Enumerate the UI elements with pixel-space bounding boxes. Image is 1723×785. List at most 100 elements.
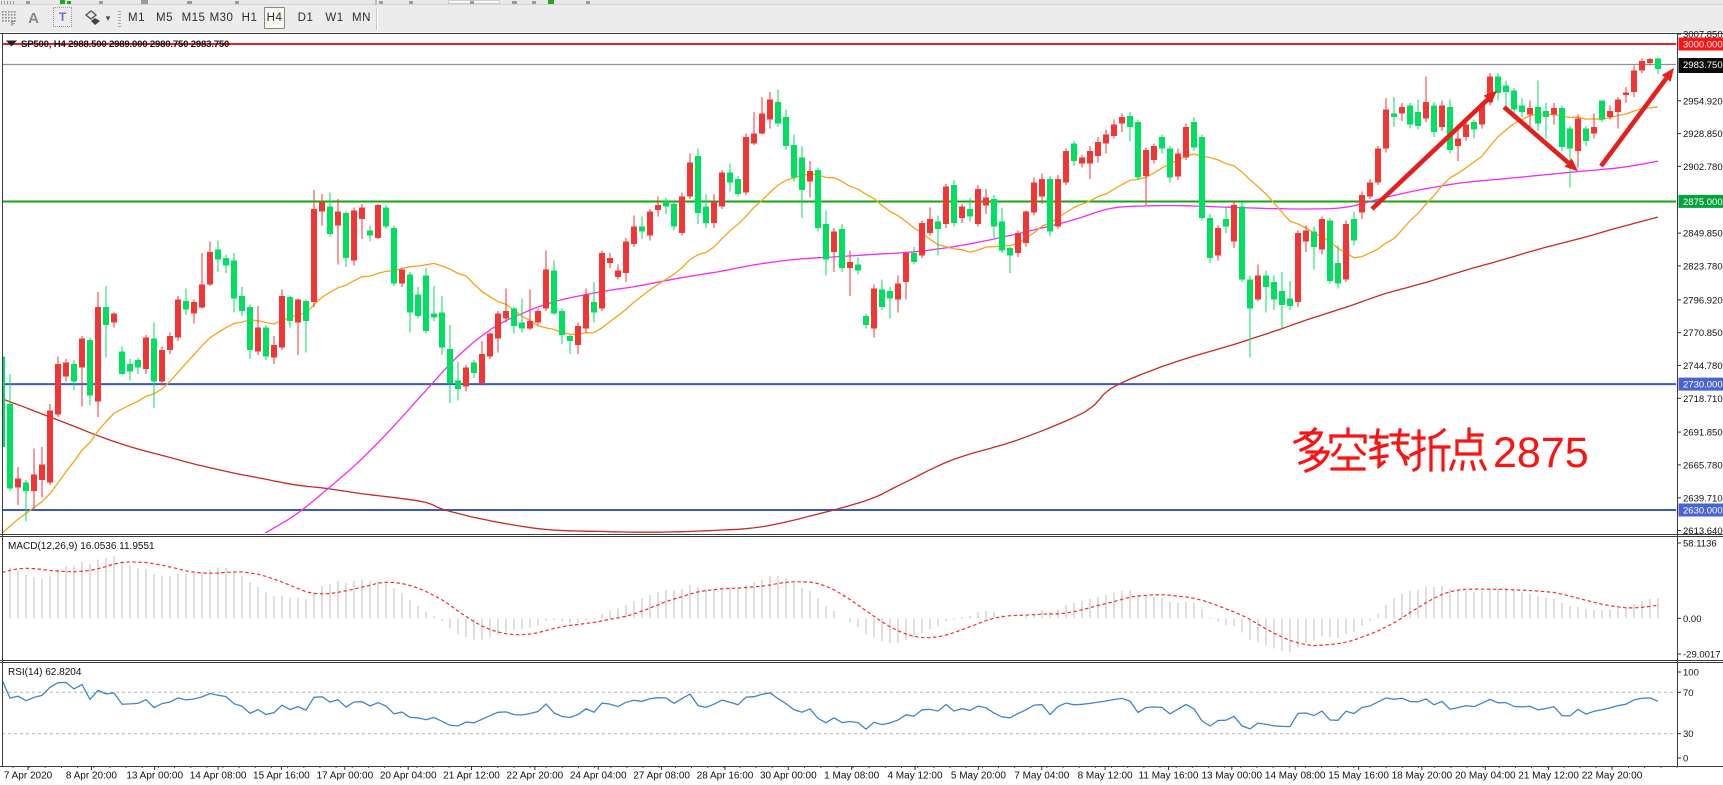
cjk-glyph-1-path [1309, 453, 1322, 465]
trend-arrow-2[interactable] [1502, 105, 1578, 172]
trend-arrow-2-line[interactable] [1502, 105, 1570, 165]
grid-period-icon-svg-g-rect[interactable] [14, 14, 16, 16]
time-axis[interactable]: 7 Apr 2020 8 Apr 20:00 13 Apr 00:00 14 Apr … [4, 766, 1678, 782]
panel-labels: SP500, H4 2988.500 2989.000 2980.750 298… [6, 39, 229, 678]
toolbar-top-sliver-div [470, 1, 474, 4]
panel-borders [0, 33, 1723, 767]
price-tick-label: 2770.850 [1683, 328, 1723, 339]
timeframe-button-M1[interactable]: M1 [128, 12, 145, 24]
chevron-down-icon[interactable]: ▾ [105, 12, 111, 23]
grid-f-letter[interactable]: F [11, 21, 15, 27]
text-label-icon[interactable]: A [28, 9, 39, 27]
timeframe-button-M15[interactable]: M15 [181, 12, 206, 24]
timeframe-button-W1[interactable]: W1 [325, 12, 344, 24]
price-tick-label: 2902.780 [1683, 162, 1723, 173]
timeframe-button-M30[interactable]: M30 [209, 12, 234, 24]
price-badge-2730.000: 2730.000 [1678, 377, 1723, 391]
macd-panel [2, 536, 1677, 660]
grid-period-icon-svg-g-rect[interactable] [11, 17, 13, 19]
cjk-glyph-3-path [1369, 454, 1389, 460]
grid-period-icon-svg-g-rect[interactable] [11, 20, 13, 22]
time-axis-label: 5 May 20:00 [951, 771, 1006, 782]
grid-period-icon-svg-g-rect[interactable] [5, 11, 7, 13]
cjk-glyph-5-path [1478, 458, 1488, 472]
grid-period-icon-svg-g-rect[interactable] [11, 14, 13, 16]
rsi-scale-label: 30 [1683, 729, 1694, 740]
grid-period-icon-svg-g-rect[interactable] [8, 20, 10, 22]
annotation-text[interactable]: 2875 [1292, 426, 1589, 477]
grid-period-icon-svg-g-rect[interactable] [5, 14, 7, 16]
trend-arrow-2-path[interactable] [1564, 158, 1578, 172]
grid-period-icon-svg-g-rect[interactable] [11, 11, 13, 13]
toolbar-drag-handle[interactable] [118, 11, 121, 27]
price-tick-label: 2928.850 [1683, 129, 1723, 140]
quote-line: SP500, H4 2988.500 2989.000 2980.750 298… [21, 39, 229, 50]
time-axis-label: 22 Apr 20:00 [507, 771, 564, 782]
shapes-icon[interactable] [84, 7, 102, 29]
grid-period-icon-svg-g-rect[interactable] [14, 20, 16, 22]
cjk-glyph-3-path [1374, 428, 1380, 445]
time-axis-label: 13 May 00:00 [1201, 771, 1262, 782]
grid-period-icon-svg-g-rect[interactable] [8, 14, 10, 16]
time-axis-label: 7 Apr 2020 [4, 771, 53, 782]
grid-period-icon[interactable]: F [2, 7, 18, 29]
candle-bodies-down [3, 58, 1661, 492]
grid-period-icon-svg-g-rect[interactable] [14, 17, 16, 19]
trend-arrow-3[interactable] [1599, 67, 1674, 168]
timeframe-button-H1[interactable]: H1 [241, 12, 258, 24]
macd-scale-label: 0.00 [1683, 614, 1702, 625]
time-axis-label: 21 Apr 12:00 [443, 771, 500, 782]
time-axis-label: 7 May 04:00 [1014, 771, 1069, 782]
grid-period-icon-svg-g-rect[interactable] [2, 20, 4, 22]
ma-mid-magenta [264, 160, 1659, 533]
grid-period-icon-svg-g-rect[interactable] [8, 11, 10, 13]
toolbar-separator [376, 8, 377, 30]
price-scale[interactable]: 3007.850 2954.920 2928.850 2902.780 2849.850… [1677, 30, 1723, 765]
timeframe-button-D1[interactable]: D1 [297, 12, 314, 24]
toolbar: F A T ▾ M1 M5 M15 M30 H1 H4 D1 W1 MN [0, 0, 1723, 33]
grid-period-icon-svg-g-rect[interactable] [5, 17, 7, 19]
price-badge-text: 2730.000 [1683, 380, 1723, 391]
toolbar-top-sliver-div [235, 1, 239, 4]
grid-period-icon-svg[interactable]: F [2, 9, 18, 27]
cjk-glyph-2-path [1330, 443, 1342, 458]
grid-period-icon-svg-g-rect[interactable] [8, 17, 10, 19]
toolbar-top-sliver-div [448, 0, 500, 4]
price-badge-text: 2630.000 [1683, 506, 1723, 517]
price-tick-label: 2639.710 [1683, 493, 1723, 504]
cjk-glyph-5-path [1455, 439, 1482, 456]
text-box-icon[interactable]: T [53, 7, 72, 27]
timeframe-button-M5[interactable]: M5 [156, 12, 173, 24]
time-axis-label: 1 May 08:00 [824, 771, 879, 782]
trend-arrow-3-path[interactable] [1661, 67, 1674, 82]
toolbar-top-sliver-div [60, 0, 65, 4]
toolbar-top-sliver-div [586, 1, 590, 4]
trend-arrow-1-line[interactable] [1370, 97, 1490, 211]
toolbar-top-sliver-div [512, 1, 517, 4]
timeframe-button-H4[interactable]: H4 [264, 7, 285, 29]
cjk-glyph-5 [1448, 427, 1488, 472]
trend-arrow-1-path[interactable] [1483, 90, 1497, 104]
time-axis-label: 11 May 16:00 [1139, 771, 1199, 782]
shapes-icon-svg-path[interactable] [91, 18, 100, 25]
grid-period-icon-svg-g-rect[interactable] [2, 14, 4, 16]
grid-period-icon-svg-g-rect[interactable] [2, 17, 4, 19]
timeframe-button-MN[interactable]: MN [352, 12, 371, 24]
price-badge-2983.750-rect [1678, 58, 1723, 71]
trend-arrow-3-line[interactable] [1599, 76, 1669, 168]
toolbar-top-sliver-div [26, 1, 30, 4]
rsi-panel [2, 662, 1677, 766]
panel-backgrounds [0, 32, 1723, 784]
shapes-icon-svg-path[interactable] [84, 10, 98, 20]
toolbar-top-sliver-div [67, 1, 71, 4]
grid-period-icon-svg-g-rect[interactable] [2, 11, 4, 13]
macd-label: MACD(12,26,9) 16.0536 11.9551 [8, 541, 155, 552]
toolbar-top-sliver-div [99, 1, 103, 4]
macd-histogram [9, 556, 1659, 653]
trend-arrow-1[interactable] [1370, 90, 1497, 211]
grid-period-icon-svg-g-rect[interactable] [5, 20, 7, 22]
grid-period-icon-svg-g[interactable] [2, 11, 16, 22]
grid-period-icon-svg-g-rect[interactable] [14, 11, 16, 13]
shapes-icon-svg[interactable] [84, 9, 102, 27]
